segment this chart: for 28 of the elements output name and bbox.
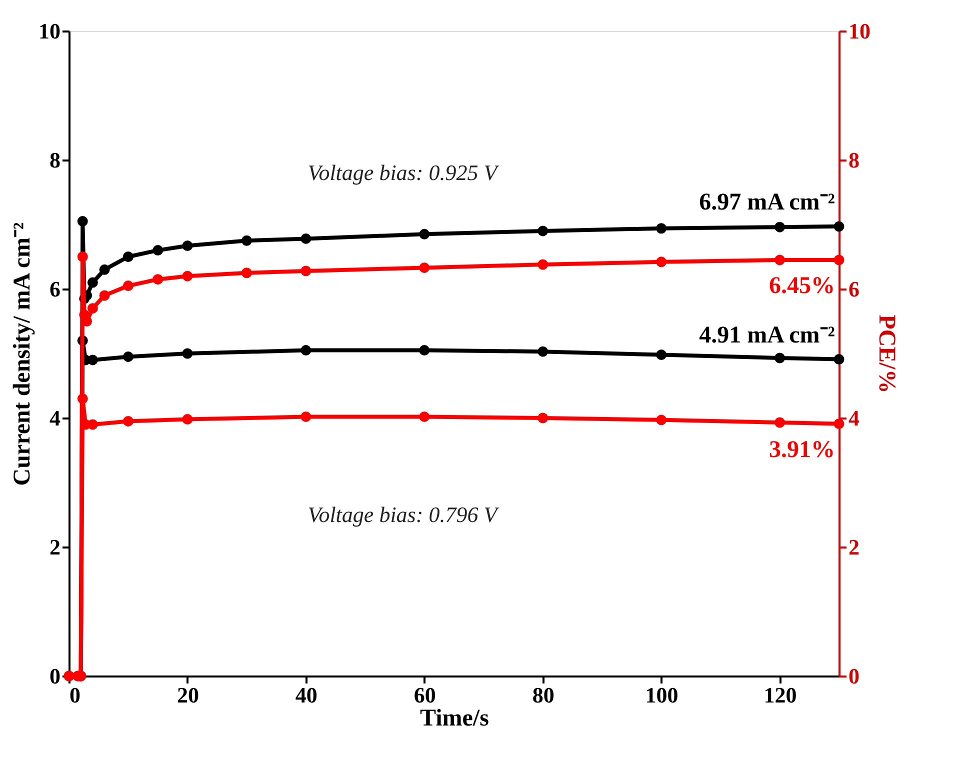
y-tick-label: 6	[50, 276, 60, 302]
x-tick-label: 120	[764, 682, 797, 708]
x-tick-label: 60	[414, 682, 436, 708]
y2-tick-label: 2	[848, 534, 860, 560]
data-label: 6.97 mA cm⁻²	[699, 189, 835, 216]
annotation: Voltage bias: 0.796 V	[308, 502, 500, 527]
x-tick-label: 0	[70, 682, 80, 708]
y2-tick-label: 10	[848, 18, 870, 44]
data-label: 3.91%	[769, 436, 835, 463]
y2-axis-title: PCE/%	[874, 314, 900, 394]
data-label: 6.45%	[769, 272, 835, 299]
y-axis-title: Current density/ mA cm⁻²	[10, 222, 36, 486]
y2-tick-label: 4	[848, 406, 860, 430]
x-tick-label: 100	[645, 682, 678, 708]
x-tick-label: 40	[295, 682, 318, 708]
y-tick-label: 4	[50, 406, 60, 430]
x-tick-label: 20	[176, 682, 199, 708]
x-tick-label: 80	[532, 682, 554, 708]
y-tick-label: 0	[50, 664, 60, 688]
y2-tick-label: 8	[848, 148, 860, 172]
y-tick-label: 2	[50, 534, 60, 560]
y-tick-label: 10	[38, 18, 60, 44]
y2-tick-label: 0	[848, 664, 860, 688]
y-tick-label: 8	[50, 148, 60, 172]
data-label: 4.91 mA cm⁻²	[699, 322, 835, 348]
y2-tick-label: 6	[848, 276, 860, 302]
x-axis-title: Time/s	[420, 706, 489, 732]
annotation: Voltage bias: 0.925 V	[308, 160, 500, 185]
